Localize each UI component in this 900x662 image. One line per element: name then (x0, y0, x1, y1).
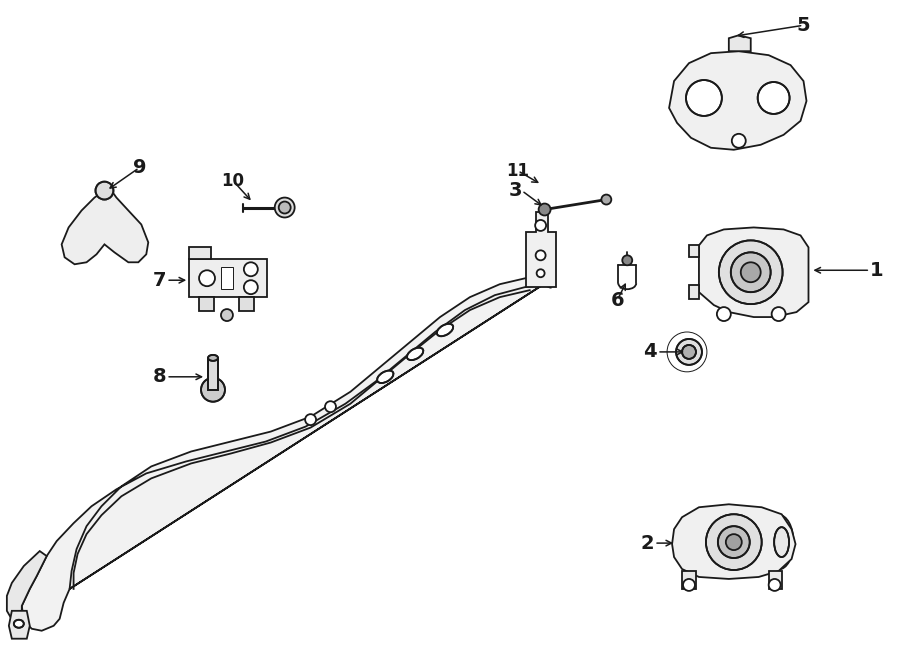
Circle shape (536, 250, 545, 260)
Bar (208, 358, 218, 390)
Ellipse shape (774, 527, 789, 557)
Bar (221, 267, 233, 289)
Polygon shape (526, 213, 555, 287)
Text: 7: 7 (153, 271, 166, 290)
Circle shape (622, 256, 632, 265)
Text: 6: 6 (610, 291, 624, 310)
Bar (208, 358, 218, 390)
Polygon shape (682, 571, 696, 589)
Polygon shape (689, 246, 699, 258)
Circle shape (536, 220, 546, 231)
Circle shape (305, 414, 316, 425)
Polygon shape (22, 277, 554, 631)
Circle shape (732, 134, 746, 148)
Ellipse shape (208, 355, 218, 361)
Polygon shape (669, 51, 806, 150)
Circle shape (725, 534, 742, 550)
Circle shape (95, 181, 113, 199)
Circle shape (244, 262, 257, 276)
Text: 5: 5 (796, 16, 810, 35)
Circle shape (686, 80, 722, 116)
Text: 8: 8 (153, 367, 166, 387)
Text: 10: 10 (221, 171, 245, 189)
Circle shape (199, 270, 215, 286)
Polygon shape (189, 248, 211, 260)
Text: 2: 2 (641, 534, 654, 553)
Polygon shape (729, 35, 751, 51)
Ellipse shape (14, 620, 23, 628)
Circle shape (717, 307, 731, 321)
Circle shape (682, 345, 696, 359)
Circle shape (221, 309, 233, 321)
Circle shape (279, 201, 291, 214)
Bar (189, 260, 266, 297)
Circle shape (601, 195, 611, 205)
Circle shape (536, 269, 544, 277)
Circle shape (741, 262, 760, 282)
Circle shape (758, 82, 789, 114)
Text: 9: 9 (132, 158, 146, 177)
Text: 4: 4 (644, 342, 657, 361)
Circle shape (683, 579, 695, 591)
Circle shape (201, 378, 225, 402)
Polygon shape (689, 285, 699, 299)
Text: 11: 11 (506, 162, 529, 179)
Circle shape (731, 252, 770, 292)
Circle shape (719, 240, 783, 304)
Text: 3: 3 (508, 181, 522, 200)
Text: 1: 1 (870, 261, 884, 280)
Ellipse shape (407, 348, 423, 360)
Ellipse shape (377, 371, 393, 383)
Polygon shape (769, 571, 781, 589)
Ellipse shape (436, 324, 454, 336)
Circle shape (676, 339, 702, 365)
Circle shape (769, 579, 780, 591)
Circle shape (325, 401, 336, 412)
Circle shape (771, 307, 786, 321)
Polygon shape (238, 297, 254, 311)
Polygon shape (672, 504, 796, 579)
Ellipse shape (203, 384, 223, 396)
Polygon shape (7, 551, 47, 626)
Polygon shape (9, 611, 30, 639)
Circle shape (274, 197, 294, 218)
Polygon shape (61, 191, 148, 264)
Circle shape (538, 203, 551, 216)
Polygon shape (199, 297, 214, 311)
Circle shape (244, 280, 257, 294)
Circle shape (706, 514, 761, 570)
Circle shape (718, 526, 750, 558)
Polygon shape (699, 228, 808, 317)
